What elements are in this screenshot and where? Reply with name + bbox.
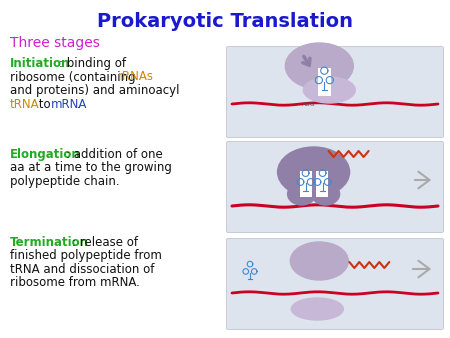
Text: AUG: AUG xyxy=(302,102,316,107)
FancyBboxPatch shape xyxy=(315,171,328,197)
Text: : binding of: : binding of xyxy=(59,57,126,70)
Text: mRNA: mRNA xyxy=(51,97,87,111)
Text: Elongation: Elongation xyxy=(10,148,81,161)
Text: tRNA: tRNA xyxy=(10,97,40,111)
Ellipse shape xyxy=(311,183,340,205)
FancyBboxPatch shape xyxy=(318,68,331,96)
Ellipse shape xyxy=(288,183,315,205)
Ellipse shape xyxy=(278,147,350,197)
Text: .: . xyxy=(77,97,81,111)
FancyBboxPatch shape xyxy=(226,142,444,233)
Text: to: to xyxy=(35,97,54,111)
Text: rRNAs: rRNAs xyxy=(118,71,154,83)
Ellipse shape xyxy=(291,298,343,320)
Ellipse shape xyxy=(303,77,356,103)
Text: Three stages: Three stages xyxy=(10,36,100,50)
FancyBboxPatch shape xyxy=(226,239,444,330)
FancyBboxPatch shape xyxy=(226,47,444,138)
Text: and proteins) and aminoacyl: and proteins) and aminoacyl xyxy=(10,84,180,97)
FancyBboxPatch shape xyxy=(300,171,311,197)
Text: : addition of one: : addition of one xyxy=(66,148,163,161)
Text: polypeptide chain.: polypeptide chain. xyxy=(10,175,120,188)
Text: ribosome from mRNA.: ribosome from mRNA. xyxy=(10,276,140,290)
Text: aa at a time to the growing: aa at a time to the growing xyxy=(10,162,172,174)
Ellipse shape xyxy=(290,242,348,280)
Text: Initiation: Initiation xyxy=(10,57,70,70)
Text: Termination: Termination xyxy=(10,236,89,249)
Text: Prokaryotic Translation: Prokaryotic Translation xyxy=(97,12,353,31)
Text: ribosome (containing: ribosome (containing xyxy=(10,71,140,83)
Text: : release of: : release of xyxy=(72,236,138,249)
Text: tRNA and dissociation of: tRNA and dissociation of xyxy=(10,263,154,276)
Ellipse shape xyxy=(285,43,353,89)
Text: finished polypeptide from: finished polypeptide from xyxy=(10,249,162,263)
